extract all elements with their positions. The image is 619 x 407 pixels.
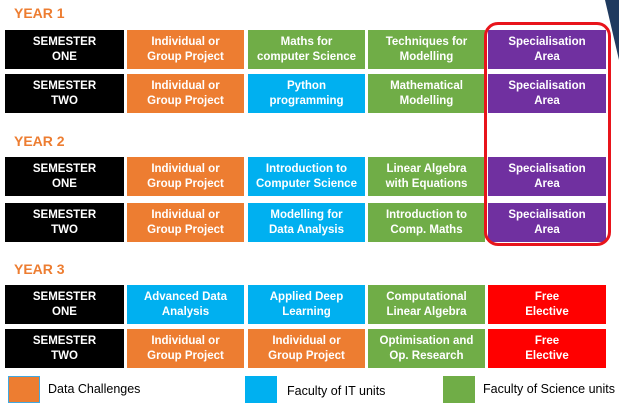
semester-label: SEMESTER ONE	[5, 30, 124, 69]
unit-cell: Specialisation Area	[488, 203, 606, 242]
semester-label: SEMESTER ONE	[5, 157, 124, 196]
unit-cell: Free Elective	[488, 329, 606, 368]
unit-cell: Introduction to Comp. Maths	[368, 203, 485, 242]
unit-cell: Individual or Group Project	[127, 329, 244, 368]
legend-label-science: Faculty of Science units	[483, 382, 616, 396]
legend-swatch-science	[443, 376, 475, 403]
semester-label: SEMESTER TWO	[5, 329, 124, 368]
year-heading: YEAR 3	[14, 261, 65, 277]
unit-cell: Introduction to Computer Science	[248, 157, 365, 196]
semester-label: SEMESTER TWO	[5, 203, 124, 242]
unit-cell: Python programming	[248, 74, 365, 113]
unit-cell: Advanced Data Analysis	[127, 285, 244, 324]
unit-cell: Specialisation Area	[488, 74, 606, 113]
unit-cell: Free Elective	[488, 285, 606, 324]
unit-cell: Optimisation and Op. Research	[368, 329, 485, 368]
unit-cell: Techniques for Modelling	[368, 30, 485, 69]
unit-cell: Individual or Group Project	[127, 30, 244, 69]
unit-cell: Modelling for Data Analysis	[248, 203, 365, 242]
unit-cell: Mathematical Modelling	[368, 74, 485, 113]
semester-label: SEMESTER ONE	[5, 285, 124, 324]
semester-label: SEMESTER TWO	[5, 74, 124, 113]
unit-cell: Individual or Group Project	[248, 329, 365, 368]
unit-cell: Individual or Group Project	[127, 74, 244, 113]
unit-cell: Specialisation Area	[488, 157, 606, 196]
unit-cell: Specialisation Area	[488, 30, 606, 69]
unit-cell: Individual or Group Project	[127, 157, 244, 196]
specialisation-highlight-box	[484, 22, 611, 246]
legend-swatch-data-challenges	[8, 376, 40, 403]
unit-cell: Computational Linear Algebra	[368, 285, 485, 324]
unit-cell: Maths for computer Science	[248, 30, 365, 69]
legend-label-it: Faculty of IT units	[287, 384, 386, 398]
unit-cell: Linear Algebra with Equations	[368, 157, 485, 196]
year-heading: YEAR 1	[14, 5, 65, 21]
year-heading: YEAR 2	[14, 133, 65, 149]
unit-cell: Individual or Group Project	[127, 203, 244, 242]
legend-swatch-it	[245, 376, 277, 403]
unit-cell: Applied Deep Learning	[248, 285, 365, 324]
legend-label-data-challenges: Data Challenges	[48, 382, 141, 396]
